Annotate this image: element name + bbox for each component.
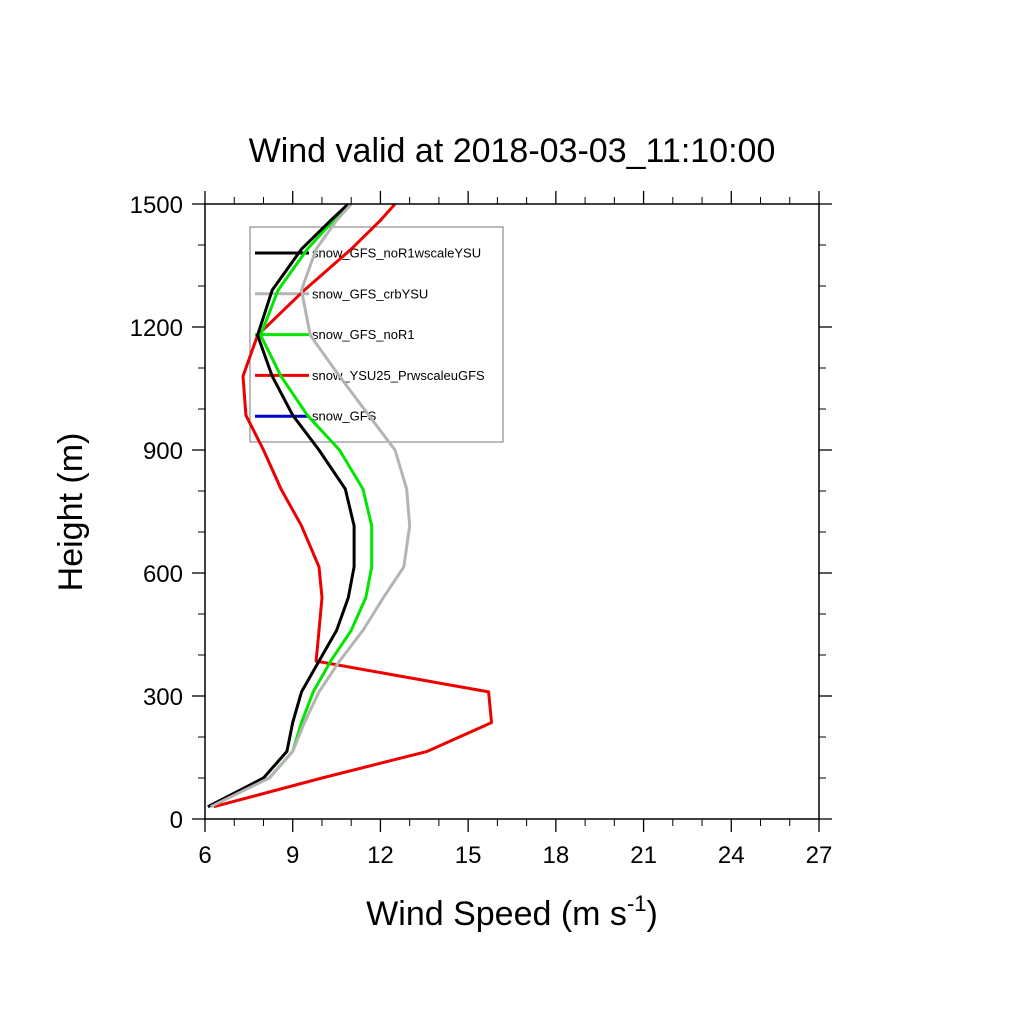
x-tick-label: 18 [543,842,570,869]
y-tick-label: 1200 [130,315,183,342]
series-line-2 [207,202,374,809]
x-tick-label: 27 [806,842,833,869]
legend-label: snow_GFS_noR1 [312,327,415,342]
x-tick-label: 24 [718,842,745,869]
x-tick-label: 6 [198,842,211,869]
x-axis-title-end: ) [647,895,658,933]
legend: snow_GFS_noR1wscaleYSU snow_GFS_crbYSUsno… [249,226,504,443]
y-tick-label: 1500 [130,192,183,219]
series-line-1 [210,203,412,809]
axis-ticks [192,191,832,832]
tick-labels: 6 9 12 15 18 21 24 27 0 300 600 900 1200 1500 [130,192,833,869]
y-axis-title: Height (m) [52,433,90,592]
legend-label: snow_GFS_noR1wscaleYSU [312,246,481,261]
x-tick-label: 9 [286,842,299,869]
series-line-3 [213,203,493,809]
chart-title: Wind valid at 2018-03-03_11:10:00 [249,132,776,170]
x-axis-title-sup: -1 [627,891,647,916]
y-tick-label: 0 [170,807,183,834]
x-tick-label: 12 [367,842,394,869]
x-axis-title: Wind Speed (m s-1) [366,891,658,933]
y-tick-label: 300 [143,684,183,711]
plot-frame [204,203,820,820]
legend-label: snow_GFS [312,409,377,424]
y-tick-label: 600 [143,561,183,588]
x-axis-title-main: Wind Speed (m s [366,895,627,933]
legend-label: snow_GFS_crbYSU [312,286,428,301]
x-tick-label: 15 [455,842,482,869]
legend-label: snow_YSU25_PrwscaleuGFS [312,368,485,383]
series-lines [207,202,493,809]
y-tick-label: 900 [143,438,183,465]
series-line-0 [207,202,356,809]
x-tick-label: 21 [630,842,657,869]
